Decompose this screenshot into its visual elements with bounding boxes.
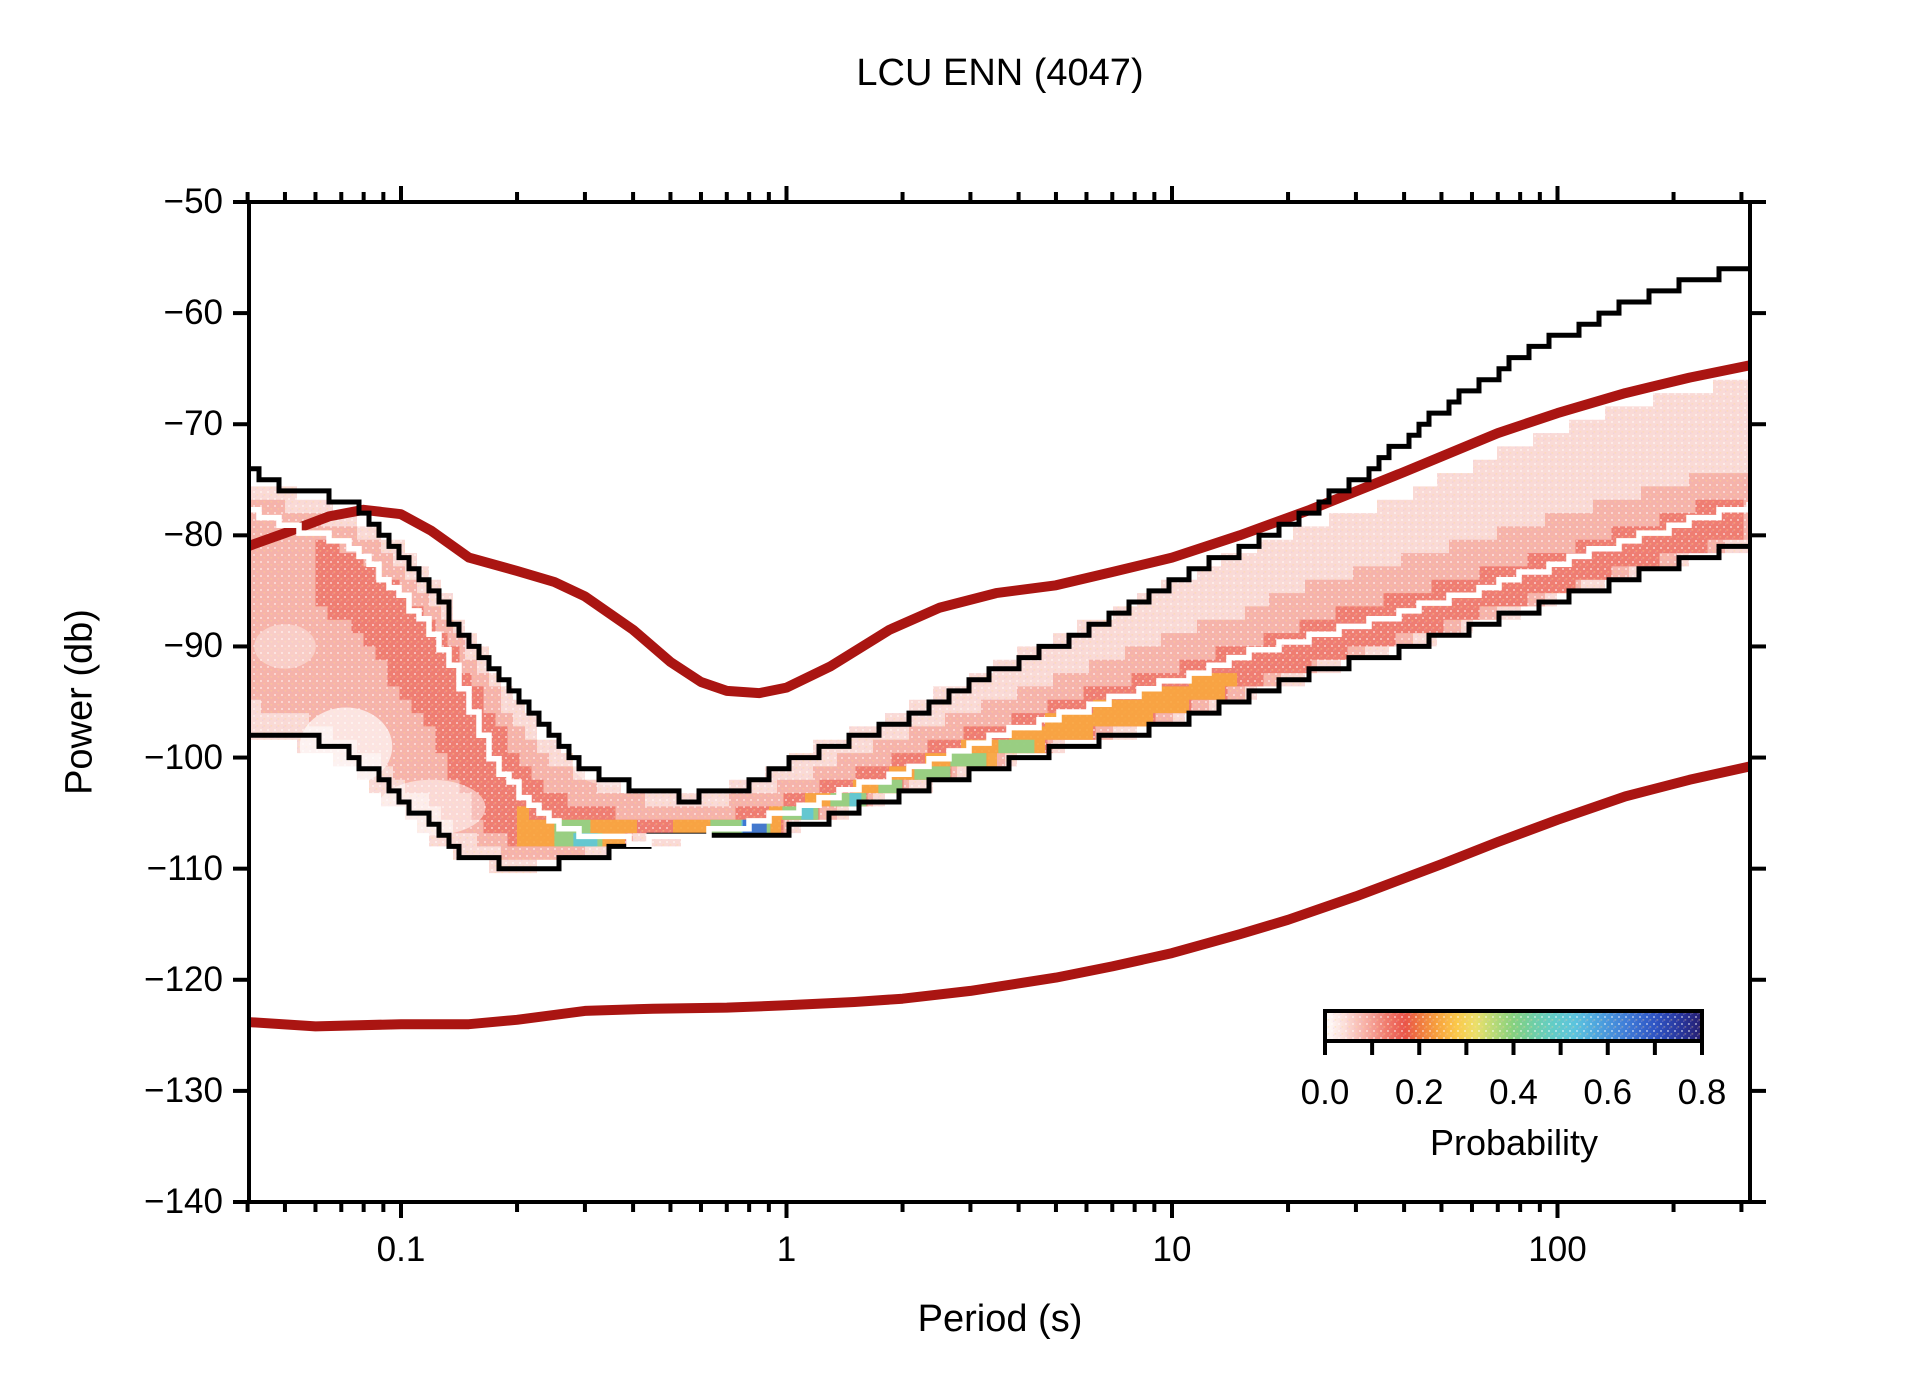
y-tick-label: −110 <box>146 848 223 888</box>
y-tick-label: −60 <box>163 293 223 333</box>
y-tick-label: −50 <box>163 182 223 221</box>
pdf-heatmap <box>249 379 1749 874</box>
pdf-low-density-hole <box>254 624 316 669</box>
colorbar <box>1323 1009 1704 1055</box>
colorbar-tick-label: 0.0 <box>1300 1073 1350 1112</box>
colorbar-tick-label: 0.8 <box>1677 1073 1727 1112</box>
y-axis-title: Power (db) <box>58 609 101 795</box>
y-tick-label: −90 <box>163 626 223 666</box>
colorbar-title: Probability <box>1429 1122 1599 1163</box>
plot-title: LCU ENN (4047) <box>856 52 1144 94</box>
upper-percentile-line <box>249 266 1749 805</box>
x-tick-label: 1 <box>776 1230 797 1269</box>
colorbar-tick-label: 0.4 <box>1489 1073 1538 1112</box>
plot-frame-and-ticks <box>233 186 1766 1218</box>
colorbar-tick-label: 0.2 <box>1394 1073 1444 1112</box>
pdf-band-prob-0.6 <box>610 819 815 847</box>
curves <box>249 266 1750 1032</box>
high-noise-model-line <box>249 360 1750 699</box>
pdf-mode-line <box>249 502 1750 847</box>
y-tick-label: −120 <box>144 959 223 999</box>
y-tick-label: −100 <box>144 737 223 777</box>
x-tick-label: 100 <box>1528 1230 1587 1269</box>
y-tick-label: −140 <box>144 1182 223 1221</box>
low-noise-model-line <box>249 761 1750 1032</box>
pdf-band-prob-0.5 <box>573 793 874 847</box>
x-tick-label: 10 <box>1152 1230 1192 1269</box>
x-axis-title: Period (s) <box>917 1298 1083 1340</box>
y-tick-label: −70 <box>163 404 223 444</box>
lower-percentile-line <box>249 543 1749 872</box>
pdf-low-density-hole <box>377 779 486 836</box>
x-tick-label: 0.1 <box>376 1230 426 1269</box>
y-tick-label: −80 <box>163 515 223 555</box>
y-tick-label: −130 <box>144 1070 223 1110</box>
pdf-low-density-hole <box>572 740 650 786</box>
colorbar-tick-label: 0.6 <box>1583 1073 1633 1112</box>
